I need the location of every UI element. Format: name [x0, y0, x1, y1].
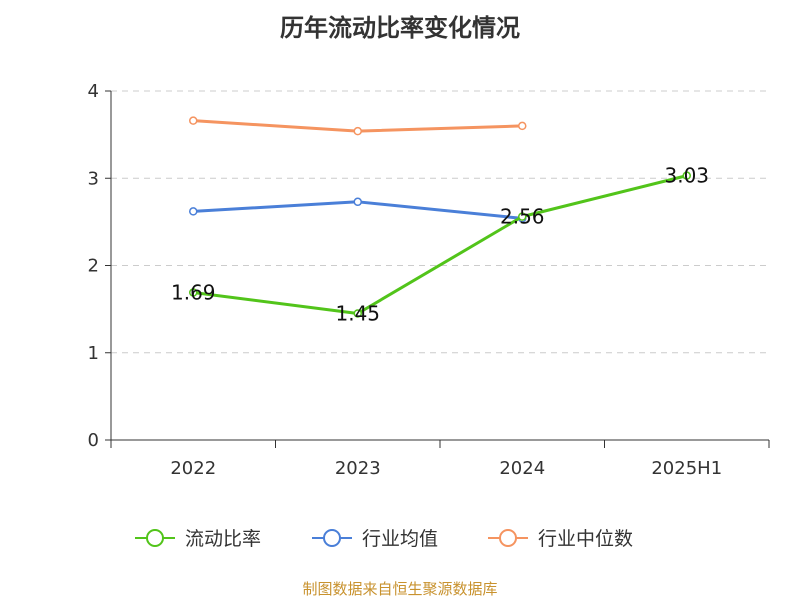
legend-marker: [323, 529, 341, 547]
grid-lines: [111, 90, 769, 354]
y-tick-label: 4: [88, 81, 99, 102]
legend: 流动比率 行业均值 行业中位数: [135, 528, 633, 550]
y-tick-label: 1: [88, 343, 99, 364]
data-point: [353, 309, 362, 318]
data-point: [518, 121, 527, 131]
data-point: [518, 212, 527, 221]
series-line: [193, 174, 688, 315]
legend-marker: [146, 529, 164, 547]
data-point: [189, 207, 198, 216]
legend-label: 流动比率: [185, 528, 261, 550]
y-tick-label: 2: [88, 256, 99, 277]
x-tick-label: 2023: [335, 458, 381, 479]
legend-marker: [499, 529, 517, 547]
data-labels: 1.69 1.45 2.56 3.03: [171, 164, 709, 326]
series-layer: [189, 116, 691, 318]
legend-label: 行业中位数: [538, 528, 633, 550]
data-point: [353, 126, 362, 136]
y-tick-label: 3: [88, 168, 99, 189]
data-point: [189, 288, 198, 297]
axes: 0 1 2 3 4 2022 2023 2024 2025H1: [88, 81, 770, 479]
source-note: 制图数据来自恒生聚源数据库: [302, 580, 498, 598]
data-label: 1.69: [171, 281, 216, 305]
legend-label: 行业均值: [362, 528, 438, 550]
data-point: [682, 171, 691, 180]
data-point: [353, 197, 362, 207]
x-tick-label: 2024: [499, 458, 545, 479]
y-tick-label: 0: [88, 430, 99, 451]
x-tick-label: 2025H1: [651, 458, 722, 479]
x-tick-label: 2022: [170, 458, 216, 479]
data-label: 1.45: [335, 301, 380, 325]
data-label: 3.03: [664, 164, 709, 188]
data-point: [189, 116, 198, 125]
data-label: 2.56: [500, 205, 545, 229]
chart-title: 历年流动比率变化情况: [280, 14, 520, 42]
